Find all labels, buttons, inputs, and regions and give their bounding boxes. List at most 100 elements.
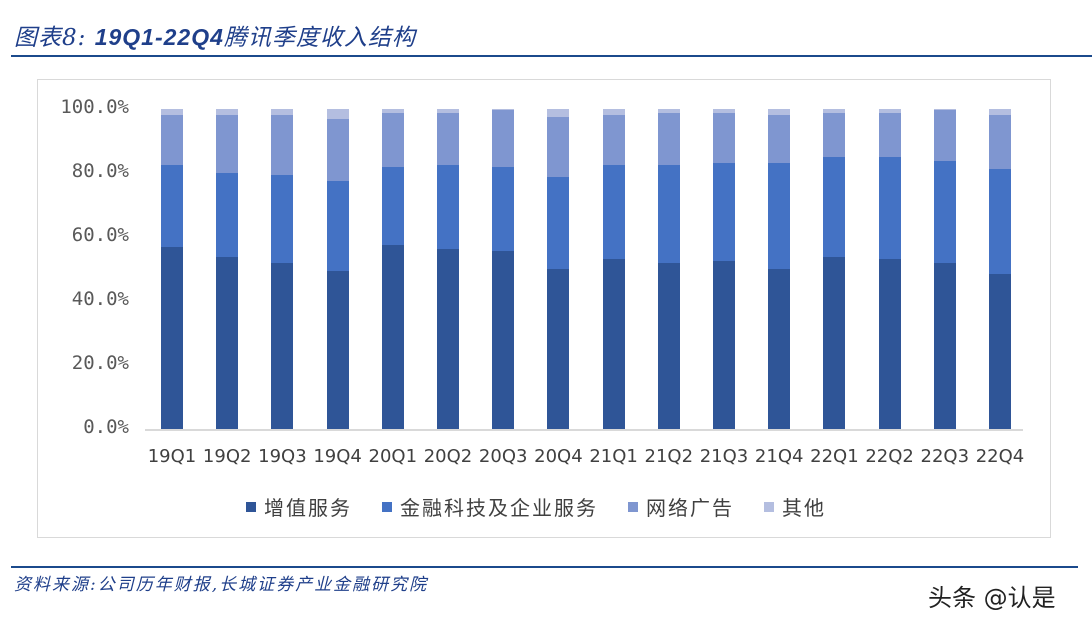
bar-segment <box>768 109 791 116</box>
y-tick-label: 40.0% <box>71 288 129 310</box>
bar-segment <box>161 109 183 116</box>
bar-segment <box>492 166 515 252</box>
stacked-bar-21q1 <box>602 109 625 429</box>
x-tick-label: 19Q2 <box>202 446 252 467</box>
y-tick-label: 0.0% <box>83 416 129 438</box>
bar-segment <box>602 115 625 165</box>
bar-segment <box>989 274 1011 429</box>
bar-segment <box>326 181 349 271</box>
bar-segment <box>713 112 735 163</box>
x-tick-label: 19Q3 <box>258 446 307 467</box>
legend-swatch-icon <box>628 501 638 512</box>
x-tick-label: 21Q4 <box>754 446 804 467</box>
bar-segment <box>878 156 901 260</box>
bar-segment <box>492 251 515 429</box>
bar-segment <box>161 246 183 429</box>
watermark: 头条 @认是 <box>928 584 1056 612</box>
stacked-bar-20q4 <box>547 109 570 429</box>
bar-segment <box>271 115 294 175</box>
legend-swatch-icon <box>246 501 256 512</box>
bar-segment <box>271 174 294 263</box>
bar-segment <box>989 115 1011 169</box>
bar-segment <box>713 109 735 113</box>
bar-segment <box>492 109 515 167</box>
stacked-bar-19q3 <box>271 109 294 429</box>
x-tick-label: 22Q4 <box>975 446 1025 467</box>
bar-segment <box>657 112 680 165</box>
stacked-bar-22q4 <box>989 109 1011 429</box>
bar-segment <box>657 109 680 113</box>
legend-label: 网络广告 <box>646 496 734 520</box>
bar-segment <box>823 109 846 113</box>
bar-segment <box>381 109 404 113</box>
x-tick-label: 19Q1 <box>147 446 197 467</box>
bar-segment <box>989 168 1011 275</box>
bar-segment <box>878 112 901 157</box>
stacked-bar-19q2 <box>216 109 239 429</box>
bar-segment <box>381 112 404 167</box>
bar-segment <box>602 165 625 260</box>
x-tick-label: 20Q3 <box>478 446 528 467</box>
legend-item: 网络广告 <box>628 492 734 521</box>
title-prefix: 图表8: <box>14 25 87 51</box>
y-tick-label: 60.0% <box>71 224 129 246</box>
legend-label: 增值服务 <box>264 496 352 520</box>
stacked-bar-20q2 <box>437 109 459 429</box>
y-tick-label: 100.0% <box>60 96 129 118</box>
stacked-bar-20q3 <box>492 109 515 429</box>
bar-segment <box>437 165 459 250</box>
bar-segment <box>216 109 239 116</box>
x-tick-label: 21Q3 <box>699 446 749 467</box>
stacked-bar-20q1 <box>381 109 404 429</box>
x-tick-label: 20Q1 <box>368 446 418 467</box>
x-tick-label: 21Q2 <box>644 446 694 467</box>
bar-segment <box>713 162 735 261</box>
stacked-bar-19q4 <box>326 109 349 429</box>
x-tick-label: 20Q4 <box>534 446 583 467</box>
legend-label: 金融科技及企业服务 <box>400 496 598 520</box>
title-divider <box>11 55 1092 57</box>
bar-segment <box>216 257 239 429</box>
y-tick-label: 80.0% <box>71 160 129 182</box>
title-range: 19Q1-22Q4 <box>94 24 224 50</box>
x-axis-line <box>145 429 1023 431</box>
bar-segment <box>823 112 846 157</box>
bar-segment <box>878 259 901 429</box>
bar-segment <box>713 261 735 429</box>
bar-segment <box>326 270 349 429</box>
bar-segment <box>547 176 570 270</box>
x-tick-label: 22Q3 <box>920 446 970 467</box>
title-suffix: 腾讯季度收入结构 <box>223 25 416 51</box>
bar-segment <box>547 269 570 429</box>
legend-swatch-icon <box>764 501 774 512</box>
bar-segment <box>768 115 791 163</box>
x-tick-label: 22Q2 <box>865 446 914 467</box>
stacked-bar-21q2 <box>657 109 680 429</box>
bar-segment <box>326 109 349 119</box>
legend-item: 其他 <box>764 492 826 521</box>
bar-segment <box>878 109 901 113</box>
legend-item: 增值服务 <box>246 492 352 521</box>
bar-segment <box>161 115 183 165</box>
x-tick-label: 20Q2 <box>423 446 473 467</box>
bar-segment <box>271 262 294 429</box>
chart-title: 图表8: 19Q1-22Q4腾讯季度收入结构 <box>14 18 416 52</box>
bar-segment <box>216 172 239 258</box>
y-tick-label: 20.0% <box>71 352 129 374</box>
stacked-bar-19q1 <box>161 109 183 429</box>
legend-item: 金融科技及企业服务 <box>382 492 598 521</box>
bar-segment <box>768 269 791 429</box>
bar-segment <box>823 156 846 257</box>
bar-segment <box>271 109 294 116</box>
stacked-bar-22q1 <box>823 109 846 429</box>
bar-segment <box>437 112 459 165</box>
chart-legend: 增值服务 金融科技及企业服务 网络广告 其他 <box>246 492 856 521</box>
x-tick-label: 19Q4 <box>313 446 362 467</box>
footer-divider <box>11 566 1078 568</box>
source-note: 资料来源:公司历年财报,长城证券产业金融研究院 <box>14 575 429 595</box>
x-tick-label: 21Q1 <box>589 446 638 467</box>
bar-segment <box>933 110 956 161</box>
bar-segment <box>326 118 349 181</box>
bar-segment <box>381 166 404 245</box>
x-tick-label: 22Q1 <box>810 446 859 467</box>
